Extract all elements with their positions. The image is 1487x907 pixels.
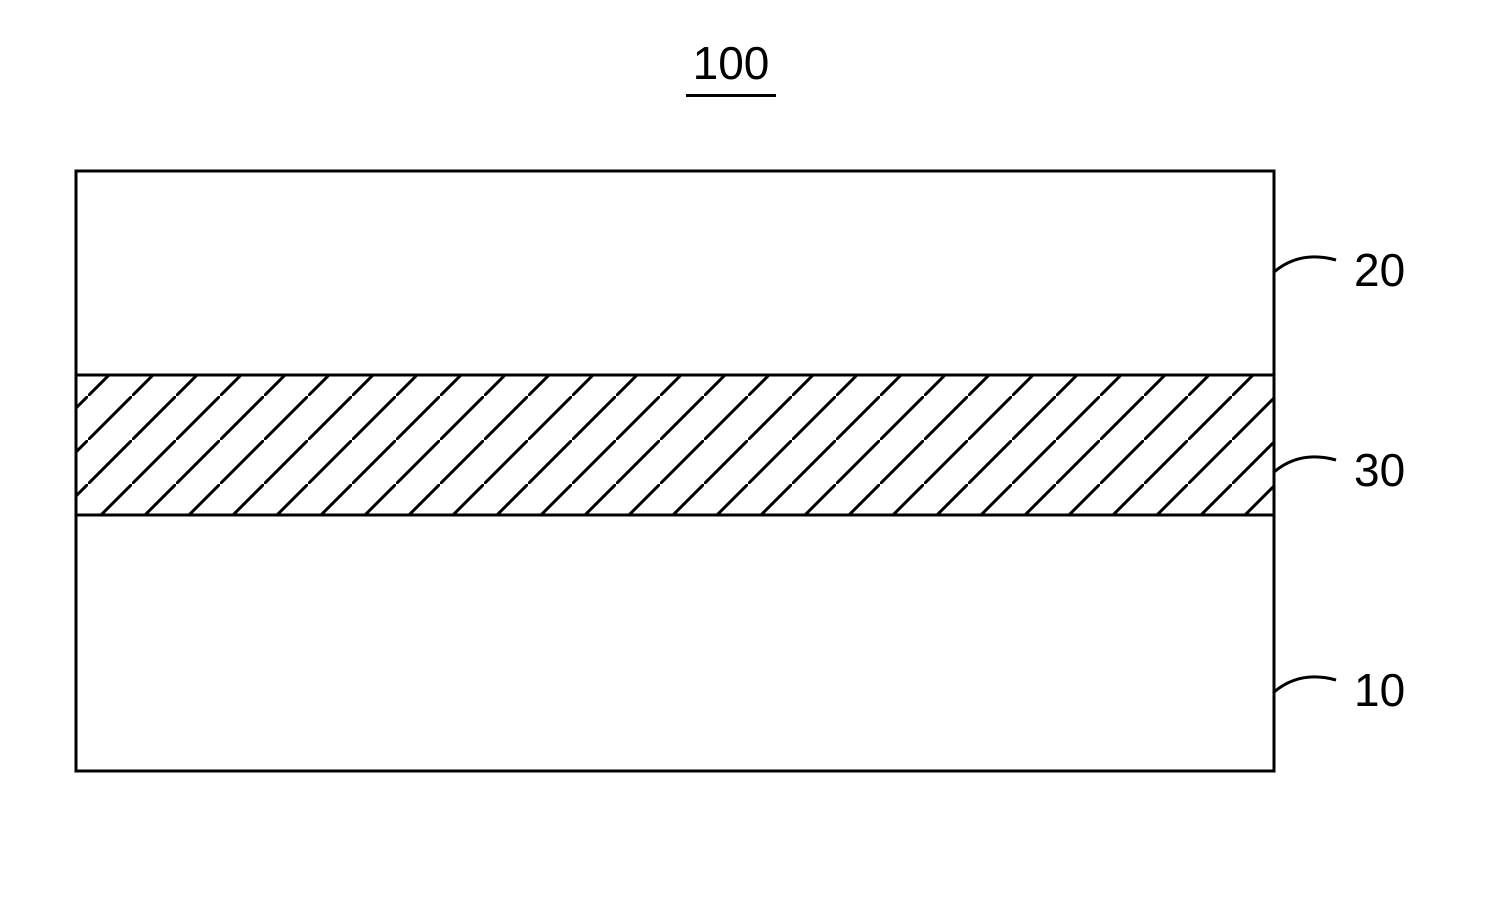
layer-20 xyxy=(76,171,1274,375)
layer-10-label: 10 xyxy=(1354,663,1405,717)
leader-layer-20 xyxy=(1274,257,1336,272)
leader-lines xyxy=(0,0,1487,907)
layer-30-label: 30 xyxy=(1354,443,1405,497)
figure-canvas: 100 203010 xyxy=(0,0,1487,907)
leader-layer-10 xyxy=(1274,677,1336,692)
layer-10 xyxy=(76,515,1274,771)
layer-30 xyxy=(76,375,1274,515)
layer-20-label: 20 xyxy=(1354,243,1405,297)
leader-layer-30 xyxy=(1274,457,1336,472)
